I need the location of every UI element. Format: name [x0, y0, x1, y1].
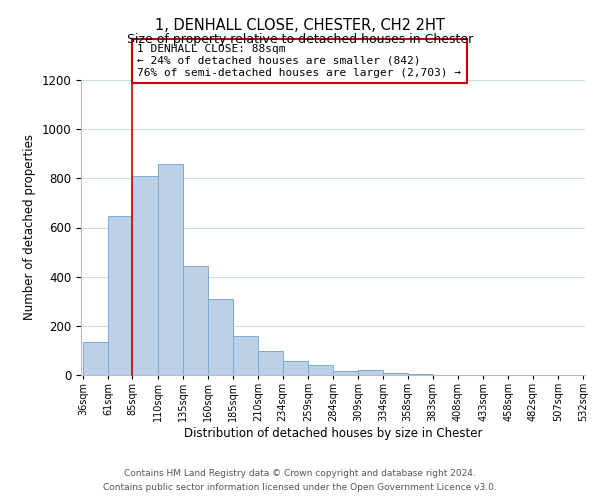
Bar [233, 336, 259, 375]
Text: Contains public sector information licensed under the Open Government Licence v3: Contains public sector information licen… [103, 484, 497, 492]
Bar [383, 374, 407, 375]
X-axis label: Distribution of detached houses by size in Chester: Distribution of detached houses by size … [184, 427, 482, 440]
Bar [108, 216, 133, 375]
Bar [83, 342, 108, 375]
Bar [407, 374, 433, 375]
Bar [283, 362, 308, 375]
Bar [358, 370, 383, 375]
Bar [333, 370, 358, 375]
Bar [208, 299, 233, 375]
Bar [308, 364, 333, 375]
Bar [259, 351, 283, 375]
Bar [133, 176, 158, 375]
Bar [183, 266, 208, 375]
Text: 1 DENHALL CLOSE: 88sqm
← 24% of detached houses are smaller (842)
76% of semi-de: 1 DENHALL CLOSE: 88sqm ← 24% of detached… [137, 44, 461, 78]
Text: 1, DENHALL CLOSE, CHESTER, CH2 2HT: 1, DENHALL CLOSE, CHESTER, CH2 2HT [155, 18, 445, 32]
Text: Contains HM Land Registry data © Crown copyright and database right 2024.: Contains HM Land Registry data © Crown c… [124, 468, 476, 477]
Text: Size of property relative to detached houses in Chester: Size of property relative to detached ho… [127, 32, 473, 46]
Y-axis label: Number of detached properties: Number of detached properties [23, 134, 36, 320]
Bar [158, 164, 183, 375]
